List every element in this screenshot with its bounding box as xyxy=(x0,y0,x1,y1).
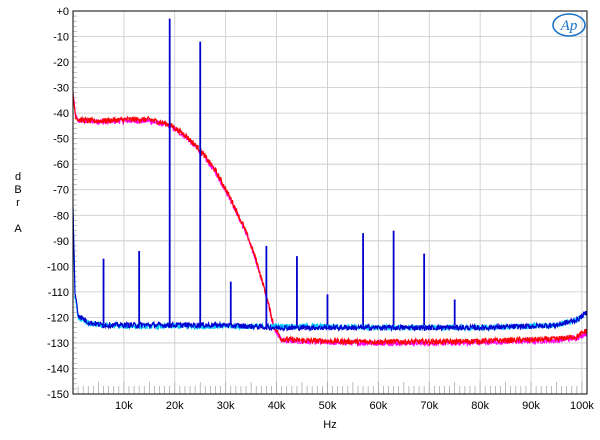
y-tick-label: -30 xyxy=(53,83,69,95)
y-tick-label: -80 xyxy=(53,210,69,222)
x-axis-label: Hz xyxy=(323,419,336,431)
x-tick-label: 30k xyxy=(217,400,235,412)
y-tick-label: -140 xyxy=(47,363,69,375)
ap-logo-text: Ap xyxy=(560,18,578,34)
y-tick-label: -100 xyxy=(47,261,69,273)
x-tick-label: 20k xyxy=(166,400,184,412)
x-tick-labels: 10k 20k 30k 40k 50k 60k 70k 80k 90k 100k xyxy=(115,400,594,412)
y-tick-label: -130 xyxy=(47,338,69,350)
x-tick-label: 50k xyxy=(319,400,337,412)
ap-logo: Ap xyxy=(552,13,586,37)
spike-layer xyxy=(102,18,456,326)
y-tick-label: -60 xyxy=(53,159,69,171)
y-tick-label: -20 xyxy=(53,57,69,69)
plot-background xyxy=(73,11,587,394)
series-1-trace xyxy=(72,93,588,347)
y-tick-label: +0 xyxy=(56,6,69,18)
y-tick-label: -120 xyxy=(47,312,69,324)
x-tick-label: 60k xyxy=(369,400,387,412)
series-layer xyxy=(72,91,588,348)
y-tick-label: -10 xyxy=(53,32,69,44)
series-3-trace xyxy=(72,207,588,333)
plot-frame xyxy=(72,10,588,395)
y-axis-label-letter: B xyxy=(14,184,21,196)
x-tick-label: 40k xyxy=(268,400,286,412)
y-tick-label: -90 xyxy=(53,236,69,248)
y-axis-label-letter: d xyxy=(15,171,21,183)
y-tick-label: -150 xyxy=(47,389,69,401)
y-axis-label-letter: A xyxy=(14,223,22,235)
x-tick-label: 10k xyxy=(115,400,133,412)
x-tick-label: 90k xyxy=(522,400,540,412)
y-tick-label: -50 xyxy=(53,134,69,146)
x-tick-label: 70k xyxy=(420,400,438,412)
ap-logo-ring xyxy=(552,13,586,37)
y-axis-label: dBr A xyxy=(14,171,22,235)
y-tick-label: -110 xyxy=(48,287,69,299)
y-tick-label: -40 xyxy=(53,108,69,120)
y-tick-labels: +0 -10 -20 -30 -40 -50 -60 -70 -80 -90 -100 -110 -12… xyxy=(47,6,69,401)
x-tick-label: 80k xyxy=(471,400,489,412)
y-axis-label-letter: r xyxy=(16,197,20,209)
y-tick-label: -70 xyxy=(53,185,69,197)
x-tick-label: 100k xyxy=(570,400,594,412)
